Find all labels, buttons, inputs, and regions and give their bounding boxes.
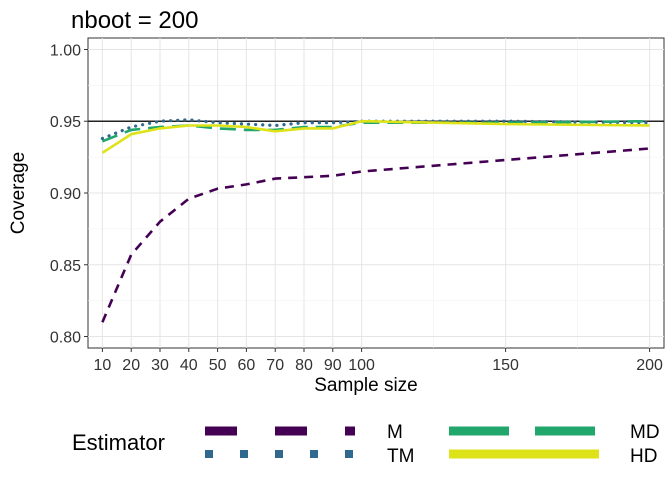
legend-label-md: MD — [630, 422, 660, 443]
series-line-tm — [100, 118, 652, 141]
legend-label-hd: HD — [630, 446, 657, 467]
x-tick-label: 10 — [94, 357, 112, 374]
legend-label-m: M — [387, 422, 403, 443]
x-tick-label: 50 — [209, 357, 227, 374]
chart-title: nboot = 200 — [71, 7, 198, 34]
legend-label-tm: TM — [387, 446, 414, 467]
x-tick-label: 150 — [492, 357, 519, 374]
y-tick-label: 0.80 — [50, 330, 81, 347]
series-line-m — [101, 147, 650, 323]
x-axis: 10 20 30 40 50 60 70 80 90 100 150 200 — [94, 348, 663, 374]
x-axis-label: Sample size — [314, 375, 418, 396]
legend: Estimator M TM MD HD — [72, 422, 660, 467]
y-tick-label: 1.00 — [50, 42, 81, 59]
y-tick-label: 0.85 — [50, 258, 81, 275]
x-tick-label: 60 — [238, 357, 256, 374]
x-tick-label: 20 — [122, 357, 140, 374]
x-tick-label: 40 — [180, 357, 198, 374]
series-lines — [100, 118, 652, 323]
y-tick-label: 0.95 — [50, 114, 81, 131]
x-tick-label: 90 — [324, 357, 342, 374]
series-line-hd — [101, 119, 650, 154]
x-tick-label: 200 — [636, 357, 663, 374]
x-tick-label: 80 — [295, 357, 313, 374]
x-tick-label: 70 — [266, 357, 284, 374]
series-line-md — [101, 119, 650, 143]
legend-title: Estimator — [72, 430, 165, 455]
x-tick-label: 30 — [151, 357, 169, 374]
y-axis: 0.80 0.85 0.90 0.95 1.00 — [50, 42, 88, 347]
x-tick-label: 100 — [348, 357, 375, 374]
y-tick-label: 0.90 — [50, 186, 81, 203]
y-axis-label: Coverage — [8, 152, 29, 234]
